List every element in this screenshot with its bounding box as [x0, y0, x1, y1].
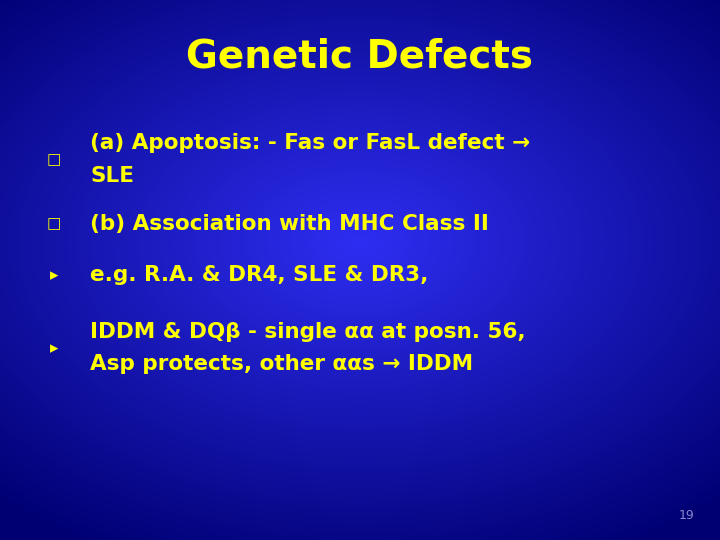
Text: ▸: ▸ — [50, 339, 58, 357]
Text: 19: 19 — [679, 509, 695, 522]
Text: □: □ — [47, 217, 61, 232]
Text: Asp protects, other ααs → IDDM: Asp protects, other ααs → IDDM — [90, 354, 473, 375]
Text: IDDM & DQβ - single αα at posn. 56,: IDDM & DQβ - single αα at posn. 56, — [90, 322, 526, 342]
Text: (b) Association with MHC Class II: (b) Association with MHC Class II — [90, 214, 489, 234]
Text: (a) Apoptosis: - Fas or FasL defect →: (a) Apoptosis: - Fas or FasL defect → — [90, 133, 530, 153]
Text: ▸: ▸ — [50, 266, 58, 285]
Text: SLE: SLE — [90, 165, 134, 186]
Text: □: □ — [47, 152, 61, 167]
Text: Genetic Defects: Genetic Defects — [186, 38, 534, 76]
Text: e.g. R.A. & DR4, SLE & DR3,: e.g. R.A. & DR4, SLE & DR3, — [90, 265, 428, 286]
